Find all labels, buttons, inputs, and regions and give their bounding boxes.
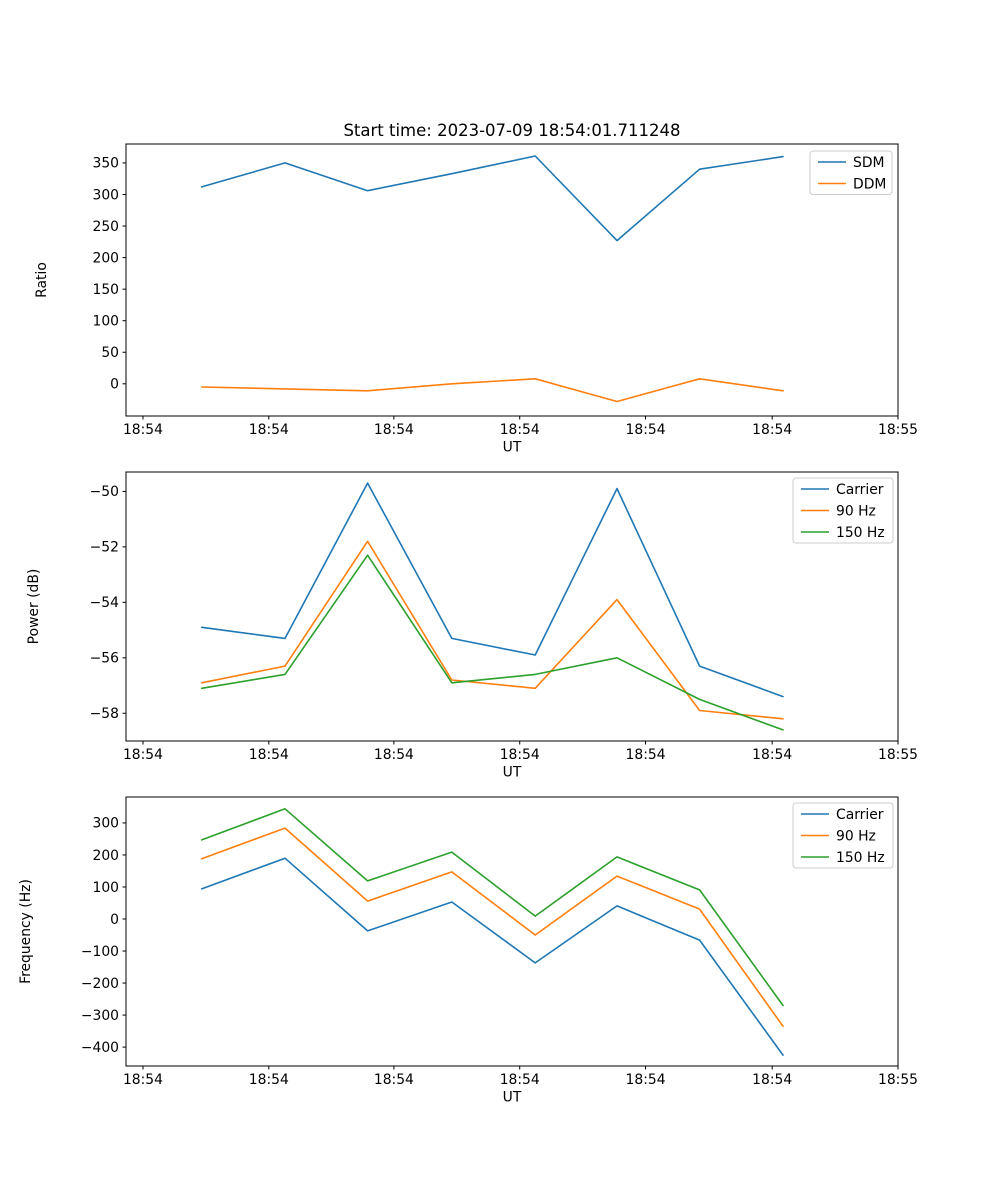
x-tick-label: 18:54 <box>752 1072 792 1088</box>
subplot-frequency: 18:54 18:54 18:54 18:54 18:54 18:54 18:55 UT −40… <box>18 796 918 1106</box>
legend-box <box>792 802 894 869</box>
y-tick-label: −50 <box>90 484 119 500</box>
legend-label: 90 Hz <box>836 503 876 519</box>
subplot-power: 18:54 18:54 18:54 18:54 18:54 18:54 18:55 UT −58… <box>26 471 918 781</box>
series-line-ddm <box>200 377 784 403</box>
legend-box <box>792 477 894 544</box>
legend-label: Carrier <box>836 482 884 498</box>
legend-label: SDM <box>853 155 885 171</box>
legend-label: Carrier <box>836 807 884 823</box>
series-line-150-hz <box>200 554 784 731</box>
y-tick-label: −100 <box>81 944 119 960</box>
x-tick-label: 18:54 <box>374 1072 414 1088</box>
x-tick-label: 18:54 <box>374 747 414 763</box>
x-axis-label: UT <box>503 1090 522 1106</box>
y-tick-label: 150 <box>92 282 119 298</box>
series-line-carrier <box>200 857 784 1056</box>
x-axis-label: UT <box>503 765 522 781</box>
y-axis-label: Power (dB) <box>26 569 42 645</box>
x-tick-label: 18:54 <box>249 1072 289 1088</box>
x-tick-label: 18:54 <box>626 422 666 438</box>
y-axis-label: Ratio <box>34 262 50 298</box>
x-tick-label: 18:54 <box>123 747 163 763</box>
x-tick-label: 18:54 <box>626 1072 666 1088</box>
series-line-150-hz <box>200 807 784 1007</box>
x-axis-label: UT <box>503 440 522 456</box>
y-tick-label: −300 <box>81 1008 119 1024</box>
x-tick-label: 18:54 <box>249 747 289 763</box>
y-tick-label: −52 <box>90 540 119 556</box>
y-tick-label: 250 <box>92 219 119 235</box>
y-tick-label: 200 <box>92 848 119 864</box>
legend: SDM DDM <box>809 150 893 195</box>
x-tick-label: 18:54 <box>500 747 540 763</box>
series-line-sdm <box>200 155 784 242</box>
y-tick-label: 50 <box>101 345 119 361</box>
legend-label: 150 Hz <box>836 850 885 866</box>
y-tick-label: 350 <box>92 156 119 172</box>
axes-frame <box>125 471 899 742</box>
y-tick-label: 0 <box>110 377 119 393</box>
y-tick-label: 0 <box>110 912 119 928</box>
x-tick-label: 18:55 <box>878 422 918 438</box>
y-tick-label: 200 <box>92 250 119 266</box>
x-tick-label: 18:54 <box>500 422 540 438</box>
y-axis-label: Frequency (Hz) <box>18 879 34 984</box>
x-tick-label: 18:55 <box>878 1072 918 1088</box>
x-tick-label: 18:54 <box>500 1072 540 1088</box>
x-tick-label: 18:55 <box>878 747 918 763</box>
figure-title: Start time: 2023-07-09 18:54:01.711248 <box>343 121 680 140</box>
x-tick-label: 18:54 <box>249 422 289 438</box>
series-line-90-hz <box>200 827 784 1028</box>
series-line-carrier <box>200 482 784 698</box>
y-tick-label: 300 <box>92 816 119 832</box>
axes-frame <box>125 143 899 417</box>
legend-label: 90 Hz <box>836 828 876 844</box>
y-tick-label: −200 <box>81 976 119 992</box>
y-tick-label: 300 <box>92 187 119 203</box>
legend: Carrier 90 Hz 150 Hz <box>792 477 894 544</box>
legend: Carrier 90 Hz 150 Hz <box>792 802 894 869</box>
y-tick-label: 100 <box>92 880 119 896</box>
y-tick-label: −54 <box>90 595 119 611</box>
x-tick-label: 18:54 <box>123 1072 163 1088</box>
y-tick-label: 100 <box>92 314 119 330</box>
x-tick-label: 18:54 <box>374 422 414 438</box>
x-tick-label: 18:54 <box>626 747 666 763</box>
x-tick-label: 18:54 <box>752 747 792 763</box>
subplot-ratio: 18:54 18:54 18:54 18:54 18:54 18:54 18:55 UT 0 50… <box>34 143 918 456</box>
axes-frame <box>125 796 899 1067</box>
y-tick-label: −400 <box>81 1040 119 1056</box>
y-tick-label: −56 <box>90 651 119 667</box>
y-tick-label: −58 <box>90 706 119 722</box>
x-tick-label: 18:54 <box>123 422 163 438</box>
legend-label: DDM <box>853 176 886 192</box>
legend-label: 150 Hz <box>836 525 885 541</box>
x-tick-label: 18:54 <box>752 422 792 438</box>
